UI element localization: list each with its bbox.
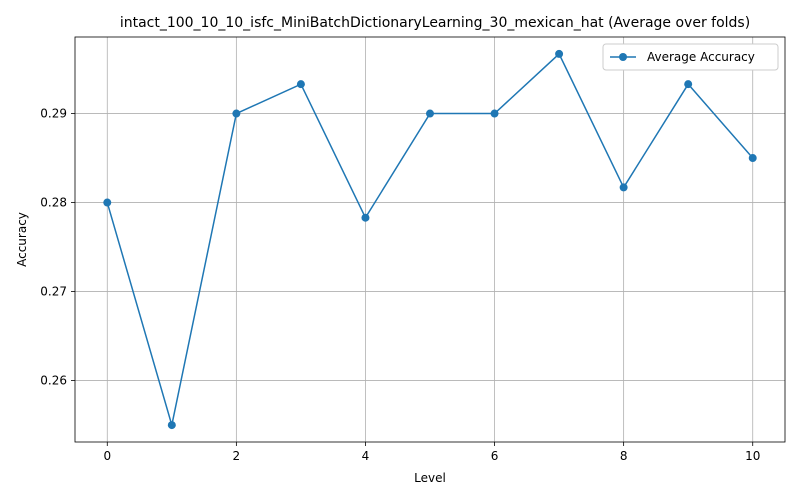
grid-layer bbox=[75, 37, 785, 442]
data-point bbox=[748, 154, 757, 163]
data-point bbox=[426, 109, 434, 118]
data-point bbox=[103, 198, 112, 207]
data-point bbox=[555, 49, 564, 58]
x-axis-label: Level bbox=[414, 471, 446, 485]
data-point bbox=[490, 109, 499, 118]
y-tick-label: 0.26 bbox=[40, 374, 67, 388]
data-point bbox=[619, 183, 628, 192]
x-tick-label: 0 bbox=[103, 449, 111, 463]
x-tick-label: 6 bbox=[491, 449, 499, 463]
y-tick-label: 0.29 bbox=[40, 107, 67, 121]
data-point bbox=[361, 213, 370, 222]
series-layer bbox=[103, 49, 757, 430]
y-tick-label: 0.27 bbox=[40, 285, 67, 299]
x-tick-label: 2 bbox=[233, 449, 241, 463]
y-tick-label: 0.28 bbox=[40, 196, 67, 210]
chart-title: intact_100_10_10_isfc_MiniBatchDictionar… bbox=[120, 15, 750, 31]
legend-marker-swatch bbox=[619, 53, 627, 61]
data-point bbox=[167, 421, 176, 430]
legend-entry-label: Average Accuracy bbox=[647, 50, 755, 64]
data-point bbox=[232, 109, 241, 118]
x-tick-label: 10 bbox=[745, 449, 760, 463]
data-point bbox=[296, 80, 305, 89]
x-tick-label: 4 bbox=[362, 449, 370, 463]
ticks-layer: 0 2 4 6 8 10 0.26 0.27 0.28 0.29 bbox=[40, 107, 760, 463]
y-axis-label: Accuracy bbox=[15, 212, 29, 267]
legend: Average Accuracy bbox=[602, 43, 779, 71]
plot-frame bbox=[74, 36, 786, 443]
x-tick-label: 8 bbox=[620, 449, 628, 463]
legend-box bbox=[602, 43, 779, 71]
data-point bbox=[684, 80, 693, 89]
